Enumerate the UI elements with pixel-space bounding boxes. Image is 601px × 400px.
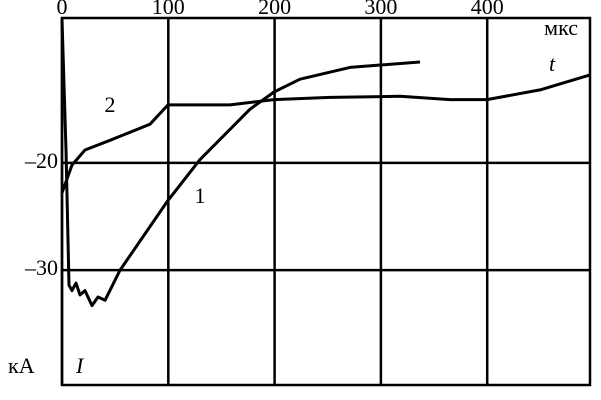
line-series xyxy=(60,73,591,194)
x-tick-label: 300 xyxy=(364,0,397,19)
series-label: 1 xyxy=(195,183,206,208)
y-axis-unit: кА xyxy=(8,353,35,378)
x-axis-symbol: t xyxy=(549,51,556,76)
line-series xyxy=(60,19,421,308)
x-tick-label: 400 xyxy=(471,0,504,19)
y-axis-symbol: I xyxy=(75,353,85,378)
x-tick-label: 0 xyxy=(57,0,68,19)
x-axis-unit: мкс xyxy=(544,15,578,40)
series-label: 2 xyxy=(105,92,116,117)
y-tick-label: –30 xyxy=(24,255,58,280)
x-tick-label: 100 xyxy=(152,0,185,19)
x-tick-label: 200 xyxy=(258,0,291,19)
y-tick-label: –20 xyxy=(24,148,58,173)
